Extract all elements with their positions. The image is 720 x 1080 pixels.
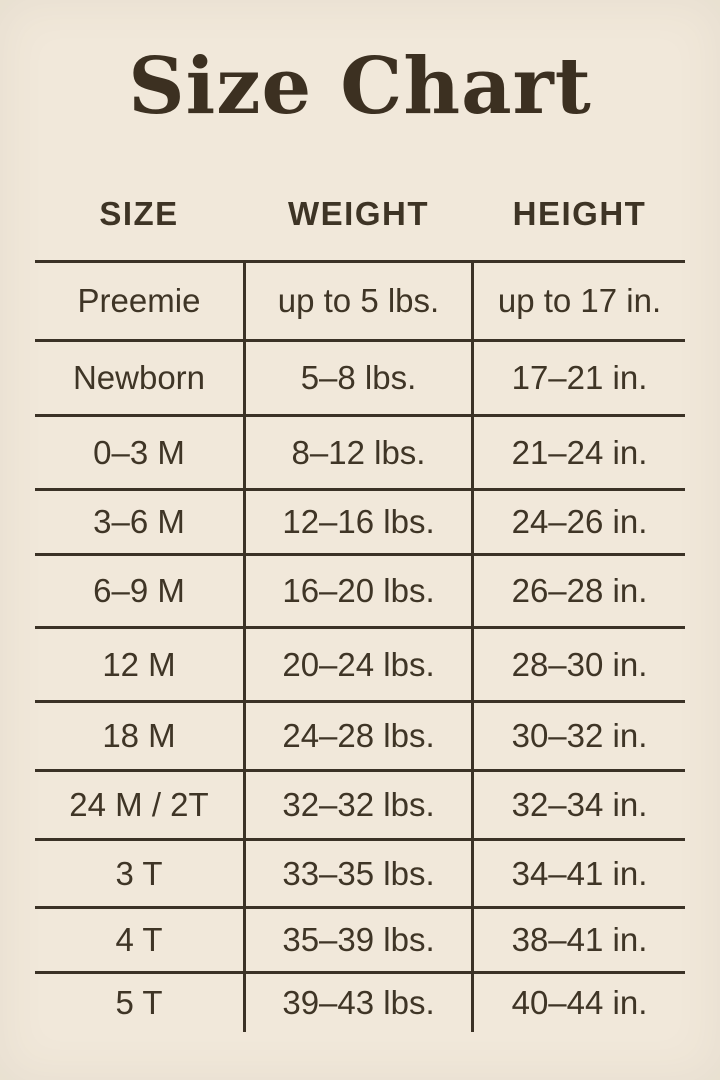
height-cell: 26–28 in. bbox=[511, 572, 648, 609]
weight-cell: 32–32 lbs. bbox=[243, 772, 474, 838]
weight-cell: 20–24 lbs. bbox=[243, 629, 474, 700]
weight-cell: 39–43 lbs. bbox=[243, 974, 474, 1032]
table-row: 3 T 33–35 lbs. 34–41 in. bbox=[35, 838, 685, 906]
table-header-row: SIZE WEIGHT HEIGHT bbox=[35, 190, 685, 238]
size-table: Preemie up to 5 lbs. up to 17 in. Newbor… bbox=[35, 260, 685, 1032]
table-row: Newborn 5–8 lbs. 17–21 in. bbox=[35, 339, 685, 414]
weight-cell: 8–12 lbs. bbox=[243, 417, 474, 488]
height-cell: 21–24 in. bbox=[511, 433, 648, 471]
weight-cell: 12–16 lbs. bbox=[243, 491, 474, 553]
weight-cell: 33–35 lbs. bbox=[243, 841, 474, 906]
column-header-size: SIZE bbox=[99, 195, 179, 232]
table-row: 18 M 24–28 lbs. 30–32 in. bbox=[35, 700, 685, 769]
weight-cell: 24–28 lbs. bbox=[243, 703, 474, 769]
size-cell: 5 T bbox=[115, 984, 163, 1021]
column-header-height: HEIGHT bbox=[512, 195, 647, 232]
size-cell: 18 M bbox=[102, 717, 176, 754]
table-row: 0–3 M 8–12 lbs. 21–24 in. bbox=[35, 414, 685, 488]
height-cell: up to 17 in. bbox=[497, 282, 662, 319]
height-cell: 34–41 in. bbox=[511, 854, 648, 892]
height-cell: 38–41 in. bbox=[511, 921, 648, 958]
height-cell: 32–34 in. bbox=[511, 786, 648, 823]
size-cell: 4 T bbox=[115, 921, 163, 958]
height-cell: 40–44 in. bbox=[511, 984, 648, 1021]
height-cell: 24–26 in. bbox=[511, 503, 648, 540]
weight-cell: up to 5 lbs. bbox=[243, 263, 474, 339]
table-row: Preemie up to 5 lbs. up to 17 in. bbox=[35, 260, 685, 339]
height-cell: 30–32 in. bbox=[511, 717, 648, 754]
page-title: Size Chart bbox=[128, 41, 592, 132]
table-row: 3–6 M 12–16 lbs. 24–26 in. bbox=[35, 488, 685, 553]
column-header-weight: WEIGHT bbox=[288, 195, 429, 232]
table-row: 4 T 35–39 lbs. 38–41 in. bbox=[35, 906, 685, 971]
table-row: 5 T 39–43 lbs. 40–44 in. bbox=[35, 971, 685, 1032]
size-cell: 6–9 M bbox=[93, 572, 185, 609]
height-cell: 28–30 in. bbox=[511, 645, 648, 683]
table-row: 12 M 20–24 lbs. 28–30 in. bbox=[35, 626, 685, 700]
size-cell: 3 T bbox=[115, 854, 163, 892]
size-cell: Newborn bbox=[72, 359, 206, 396]
height-cell: 17–21 in. bbox=[511, 359, 648, 396]
size-cell: 0–3 M bbox=[93, 433, 185, 471]
size-cell: 3–6 M bbox=[93, 503, 185, 540]
size-cell: Preemie bbox=[77, 282, 201, 319]
table-row: 6–9 M 16–20 lbs. 26–28 in. bbox=[35, 553, 685, 626]
weight-cell: 5–8 lbs. bbox=[243, 342, 474, 414]
weight-cell: 35–39 lbs. bbox=[243, 909, 474, 971]
size-cell: 24 M / 2T bbox=[69, 786, 209, 823]
table-row: 24 M / 2T 32–32 lbs. 32–34 in. bbox=[35, 769, 685, 838]
weight-cell: 16–20 lbs. bbox=[243, 556, 474, 626]
size-cell: 12 M bbox=[102, 645, 176, 683]
